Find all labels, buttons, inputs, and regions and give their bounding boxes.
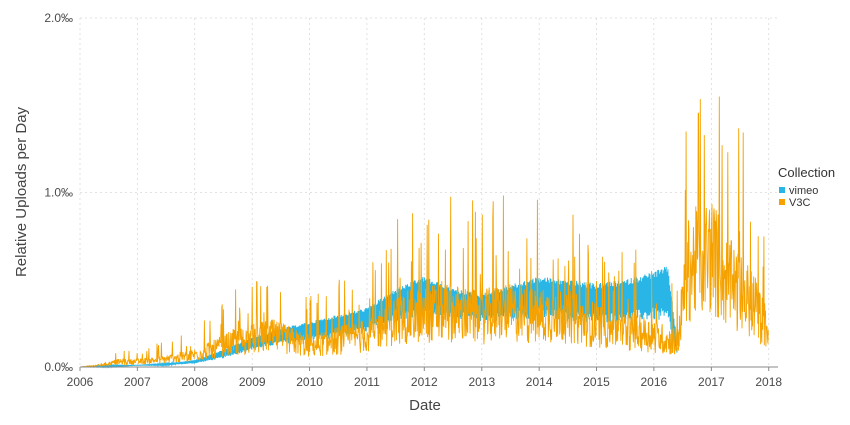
y-tick-label: 2.0‰: [44, 11, 73, 25]
x-tick-label: 2007: [124, 375, 151, 389]
y-tick-label: 0.0‰: [44, 360, 73, 374]
x-tick-label: 2009: [239, 375, 266, 389]
series-line-v3c: [80, 96, 769, 368]
y-axis-title: Relative Uploads per Day: [13, 106, 30, 277]
x-tick-label: 2016: [641, 375, 668, 389]
y-tick-label: 1.0‰: [44, 186, 73, 200]
x-tick-label: 2014: [526, 375, 553, 389]
x-tick-label: 2011: [354, 375, 380, 389]
x-tick-label: 2008: [181, 375, 208, 389]
x-axis-title: Date: [409, 397, 441, 414]
axes: 2006 2007 2008 2009 2010 2011 2012 2013 2014 2015…: [44, 11, 782, 389]
series-layer: [80, 96, 769, 369]
legend-title: Collection: [778, 165, 835, 180]
x-tick-label: 2015: [583, 375, 610, 389]
legend-swatch-vimeo: [779, 187, 785, 193]
x-tick-label: 2018: [755, 375, 782, 389]
x-tick-label: 2012: [411, 375, 438, 389]
x-tick-label: 2006: [67, 375, 94, 389]
legend-swatch-v3c: [779, 199, 785, 205]
legend-label-vimeo: vimeo: [789, 185, 818, 197]
x-tick-label: 2017: [698, 375, 725, 389]
legend: Collection vimeo V3C: [778, 165, 835, 209]
x-tick-label: 2013: [468, 375, 495, 389]
legend-label-v3c: V3C: [789, 197, 810, 209]
x-tick-label: 2010: [296, 375, 323, 389]
series-line-vimeo: [80, 266, 678, 369]
